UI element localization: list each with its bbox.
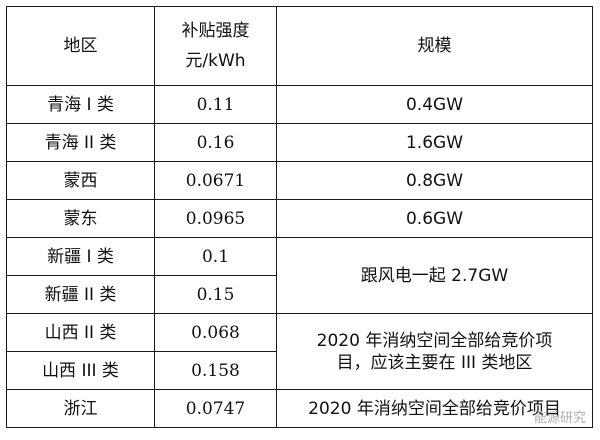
scale-cell: 0.4GW xyxy=(276,85,593,124)
header-scale: 规模 xyxy=(276,6,593,86)
subsidy-cell: 0.068 xyxy=(154,313,277,352)
table-row: 蒙西 0.0671 0.8GW xyxy=(6,161,593,200)
region-cell: 山西 II 类 xyxy=(6,313,155,352)
table-row: 新疆 I 类 0.1 跟风电一起 2.7GW xyxy=(6,237,593,314)
scale-cell: 1.6GW xyxy=(276,123,593,162)
table-row: 蒙东 0.0965 0.6GW xyxy=(6,199,593,238)
table-row: 青海 II 类 0.16 1.6GW xyxy=(6,123,593,162)
subsidy-table: 地区 补贴强度 元/kWh 规模 青海 I 类 0.11 0.4GW 青海 II… xyxy=(6,6,593,428)
region-cell: 青海 I 类 xyxy=(6,85,155,124)
subsidy-cell: 0.15 xyxy=(154,275,277,314)
region-cell: 蒙西 xyxy=(6,161,155,200)
subsidy-cell: 0.1 xyxy=(154,237,277,276)
subsidy-cell: 0.158 xyxy=(154,351,277,390)
region-cell: 山西 III 类 xyxy=(6,351,155,390)
region-cell: 青海 II 类 xyxy=(6,123,155,162)
header-subsidy-line2: 元/kWh xyxy=(185,51,246,71)
watermark: 能源研究 xyxy=(533,411,586,426)
scale-cell: 2020 年消纳空间全部给竞价项目 xyxy=(276,389,593,428)
header-region: 地区 xyxy=(6,6,155,86)
subsidy-cell: 0.0965 xyxy=(154,199,277,238)
scale-cell: 0.6GW xyxy=(276,199,593,238)
shanxi-scale-cell: 2020 年消纳空间全部给竞价项 目，应该主要在 III 类地区 xyxy=(276,313,593,390)
scale-cell: 0.8GW xyxy=(276,161,593,200)
region-cell: 蒙东 xyxy=(6,199,155,238)
header-row: 地区 补贴强度 元/kWh 规模 xyxy=(6,6,593,86)
subsidy-cell: 0.0747 xyxy=(154,389,277,428)
region-cell: 浙江 xyxy=(6,389,155,428)
shanxi-scale-line1: 2020 年消纳空间全部给竞价项 xyxy=(316,330,553,351)
table-row: 浙江 0.0747 2020 年消纳空间全部给竞价项目 xyxy=(6,389,593,428)
subsidy-cell: 0.16 xyxy=(154,123,277,162)
table-row: 新疆 II 类 0.15 xyxy=(6,275,593,314)
table-row: 山西 III 类 0.158 xyxy=(6,351,593,390)
subsidy-cell: 0.11 xyxy=(154,85,277,124)
table-row: 山西 II 类 0.068 2020 年消纳空间全部给竞价项 目，应该主要在 I… xyxy=(6,313,593,390)
header-subsidy-line1: 补贴强度 xyxy=(181,21,250,41)
table-row: 青海 I 类 0.11 0.4GW xyxy=(6,85,593,124)
xinjiang-scale-cell: 跟风电一起 2.7GW xyxy=(276,237,593,314)
header-subsidy: 补贴强度 元/kWh xyxy=(154,6,277,86)
subsidy-cell: 0.0671 xyxy=(154,161,277,200)
region-cell: 新疆 I 类 xyxy=(6,237,155,276)
region-cell: 新疆 II 类 xyxy=(6,275,155,314)
shanxi-scale-line2: 目，应该主要在 III 类地区 xyxy=(336,352,533,373)
